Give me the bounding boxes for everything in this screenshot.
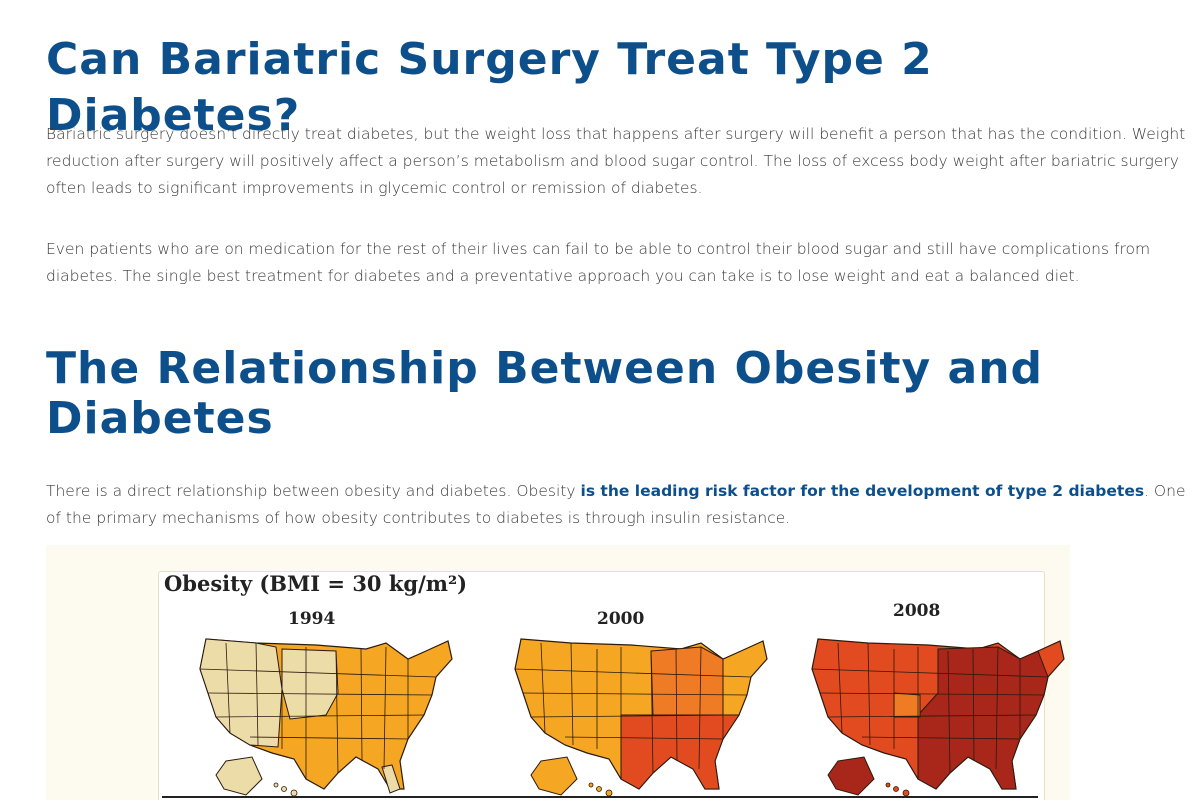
map-state-lines-2008 (811, 642, 1049, 779)
section-heading-obesity-diabetes: The Relationship Between Obesity and Dia… (46, 343, 1044, 444)
figure-bottom-rule (162, 796, 1038, 798)
map-state-lines-1994 (199, 642, 437, 779)
paragraph-medication: Even patients who are on medication for … (46, 240, 1151, 285)
us-map-1994 (199, 638, 453, 797)
figure-title: Obesity (BMI = 30 kg/m²) (164, 571, 468, 596)
paragraph-text-before-link: There is a direct relationship between o… (46, 482, 581, 500)
risk-factor-link[interactable]: is the leading risk factor for the devel… (580, 482, 1145, 500)
paragraph-intro: Bariatric surgery doesn’t directly treat… (46, 125, 1186, 197)
paragraph-text-after-link: . One of the primary mechanisms of how o… (46, 482, 1186, 527)
map-south-region-2000 (620, 714, 740, 790)
year-label-2008: 2008 (893, 601, 941, 621)
map-alaska-1994 (215, 756, 263, 796)
map-hawaii-2000 (588, 782, 613, 797)
us-map-2000 (514, 638, 768, 797)
map-alaska-2000 (530, 756, 578, 796)
map-hawaii-1994 (273, 782, 298, 797)
map-alaska-2008 (827, 756, 875, 796)
map-midwest-region-2000 (650, 646, 724, 716)
paragraph-relationship: There is a direct relationship between o… (46, 478, 1186, 532)
page-title: Can Bariatric Surgery Treat Type 2 Diabe… (46, 34, 933, 141)
map-state-lines-2000 (514, 642, 752, 779)
map-colorado-2008 (893, 692, 921, 718)
map-plains-region-1994 (281, 648, 339, 720)
map-florida-1994 (381, 764, 401, 794)
obesity-map-figure: Obesity (BMI = 30 kg/m²) 1994 2000 2008 (46, 545, 1070, 800)
year-label-2000: 2000 (597, 609, 645, 629)
map-hawaii-2008 (885, 782, 910, 797)
map-central-east-region-2008 (917, 646, 1049, 790)
year-label-1994: 1994 (288, 609, 336, 629)
us-map-2008 (811, 638, 1065, 797)
